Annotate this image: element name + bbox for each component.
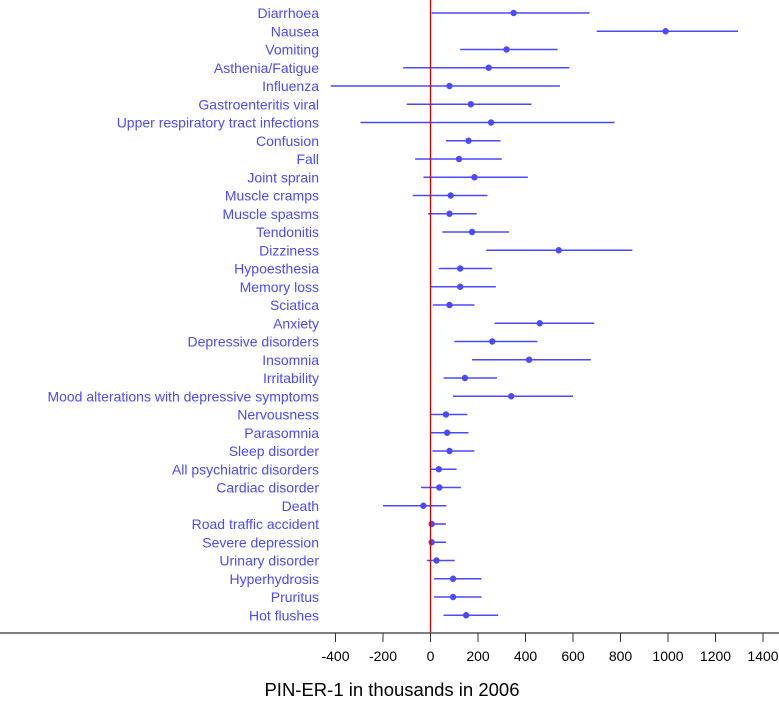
point-estimate <box>536 320 543 327</box>
category-label: Influenza <box>262 78 319 94</box>
x-tick-label: 200 <box>466 648 490 664</box>
category-label: Memory loss <box>240 279 319 295</box>
point-estimate <box>508 393 515 400</box>
x-tick-label: 1000 <box>652 648 683 664</box>
category-label: Irritability <box>263 370 319 386</box>
point-estimate <box>467 101 475 108</box>
category-label: All psychiatric disorders <box>172 461 319 477</box>
category-label: Sciatica <box>270 297 319 313</box>
x-tick-label: 800 <box>609 648 633 664</box>
point-estimate <box>428 520 435 528</box>
category-label: Nausea <box>271 23 319 39</box>
x-tick-label: 0 <box>427 648 435 664</box>
x-tick-label: -200 <box>369 648 397 664</box>
x-tick-label: -400 <box>321 648 349 664</box>
category-label: Mood alterations with depressive symptom… <box>47 388 319 404</box>
category-label: Muscle spasms <box>223 206 319 222</box>
category-label: Confusion <box>256 133 319 149</box>
point-estimate <box>456 283 464 290</box>
category-label: Road traffic accident <box>192 516 319 532</box>
category-labels: Diarrhoea Nausea Vomiting Asthenia/Fatigue I… <box>47 5 319 623</box>
point-estimate <box>420 502 427 509</box>
category-label: Cardiac disorder <box>216 480 319 496</box>
point-estimate <box>456 265 464 272</box>
point-estimate <box>446 210 453 217</box>
category-label: Parasomnia <box>244 425 319 441</box>
category-label: Depressive disorders <box>188 334 320 350</box>
point-estimate <box>446 82 453 90</box>
point-estimate <box>489 338 496 345</box>
point-estimate <box>455 155 463 163</box>
point-estimate <box>662 28 669 35</box>
point-estimate <box>555 247 562 254</box>
category-label: Pruritus <box>271 589 319 605</box>
category-label: Vomiting <box>265 42 319 58</box>
estimate-marks <box>330 9 739 619</box>
point-estimate <box>449 575 457 582</box>
point-estimate <box>471 174 478 181</box>
category-label: Hyperhydrosis <box>230 571 319 587</box>
category-label: Asthenia/Fatigue <box>214 60 319 76</box>
category-label: Tendonitis <box>256 224 319 240</box>
point-estimate <box>443 429 451 436</box>
point-estimate <box>446 301 453 309</box>
point-estimate <box>503 46 510 53</box>
point-estimate <box>510 9 517 17</box>
point-estimate <box>436 484 443 491</box>
category-label: Fall <box>296 151 319 167</box>
point-estimate <box>465 137 472 144</box>
point-estimate <box>428 539 435 546</box>
category-label: Sleep disorder <box>229 443 320 459</box>
category-label: Joint sprain <box>247 169 319 185</box>
category-label: Death <box>282 498 319 514</box>
category-label: Upper respiratory tract infections <box>117 115 319 131</box>
category-label: Urinary disorder <box>219 553 319 569</box>
point-estimate <box>449 593 457 601</box>
category-label: Hypoesthesia <box>234 261 319 277</box>
x-tick-label: 600 <box>561 648 585 664</box>
point-estimate <box>435 466 443 473</box>
point-estimate <box>487 119 495 126</box>
point-estimate <box>447 192 454 199</box>
category-label: Diarrhoea <box>258 5 320 21</box>
category-label: Hot flushes <box>249 607 319 623</box>
category-label: Anxiety <box>273 315 319 331</box>
x-tick-label: 1200 <box>700 648 731 664</box>
category-label: Dizziness <box>259 242 319 258</box>
category-label: Nervousness <box>237 407 319 423</box>
category-label: Muscle cramps <box>225 188 319 204</box>
point-estimate <box>485 64 492 71</box>
point-estimate <box>442 411 450 418</box>
point-estimate <box>468 228 476 236</box>
point-estimate <box>446 447 453 455</box>
category-label: Severe depression <box>202 534 319 550</box>
x-tick-label: 400 <box>514 648 538 664</box>
point-estimate <box>433 557 440 564</box>
point-estimate <box>462 612 470 619</box>
category-label: Insomnia <box>262 352 319 368</box>
point-estimate <box>525 356 533 363</box>
x-axis: -400 -200 0 200 400 600 800 1000 1200 1400 <box>0 632 779 664</box>
category-label: Gastroenteritis viral <box>198 96 319 112</box>
x-axis-title: PIN-ER-1 in thousands in 2006 <box>264 679 519 700</box>
point-estimate <box>461 374 469 382</box>
x-tick-label: 1400 <box>747 648 778 664</box>
